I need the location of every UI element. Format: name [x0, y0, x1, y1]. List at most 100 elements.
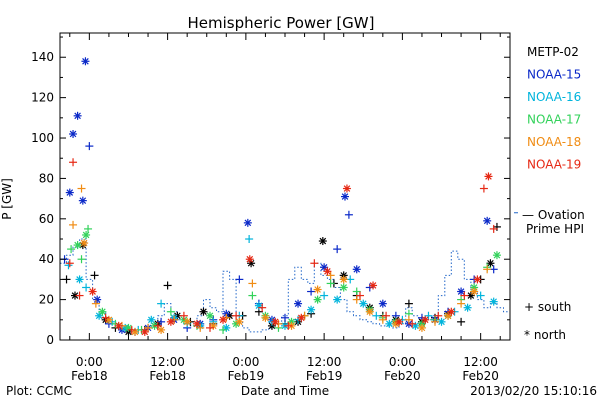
point-noaa-19-14	[232, 311, 241, 320]
point-noaa-18-21	[326, 271, 335, 280]
x-tick-date-4: Feb20	[384, 369, 421, 383]
point-noaa-17-5	[98, 307, 107, 316]
point-noaa-19-3	[88, 287, 97, 296]
chart-title: Hemispheric Power [GW]	[188, 14, 375, 32]
point-noaa-17-0	[67, 245, 76, 254]
point-noaa-19-23	[356, 291, 364, 300]
point-noaa-19-25	[382, 311, 391, 320]
point-noaa-16-21	[320, 291, 329, 300]
point-noaa-16-24	[359, 299, 368, 308]
marker-legend: + south * north	[524, 300, 571, 342]
point-noaa-16-25	[372, 311, 381, 320]
point-noaa-18-33	[483, 265, 492, 274]
y-tick-label-60: 60	[39, 212, 54, 226]
marker-legend-south: + south	[524, 300, 571, 314]
point-noaa-15-26	[333, 245, 342, 254]
point-noaa-16-34	[489, 297, 498, 306]
point-noaa-18-20	[313, 285, 322, 294]
point-noaa-18-29	[431, 317, 439, 326]
point-noaa-16-33	[476, 291, 485, 300]
marker-legend-north: * north	[524, 328, 566, 342]
point-noaa-19-32	[473, 275, 482, 284]
point-noaa-19-31	[460, 291, 469, 300]
ovation-legend: — Ovation Prime HPI	[522, 208, 585, 236]
point-noaa-15-7	[93, 295, 102, 304]
x-tick-time-3: 12:00	[307, 355, 342, 369]
point-noaa-19-0	[65, 259, 74, 268]
point-noaa-19-13	[219, 315, 228, 324]
point-noaa-19-28	[421, 315, 430, 324]
data-points	[60, 57, 501, 336]
point-noaa-19-19	[297, 313, 306, 322]
point-noaa-16-20	[307, 305, 316, 314]
y-tick-label-120: 120	[31, 91, 54, 105]
point-noaa-19-9	[166, 317, 175, 326]
point-noaa-17-24	[352, 287, 361, 296]
legend-entry-noaa-18: NOAA-18	[527, 135, 581, 149]
point-noaa-19-17	[271, 317, 280, 326]
ovation-legend-line1: — Ovation	[522, 208, 585, 222]
point-noaa-16-32	[463, 303, 472, 312]
point-noaa-15-5	[81, 57, 90, 66]
y-tick-label-20: 20	[39, 293, 54, 307]
point-metp-02-22	[318, 237, 327, 246]
x-tick-date-0: Feb18	[71, 369, 108, 383]
x-tick-time-4: 0:00	[389, 355, 416, 369]
point-noaa-15-6	[85, 142, 94, 151]
point-noaa-18-0	[69, 220, 78, 229]
x-tick-time-5: 12:00	[463, 355, 498, 369]
y-tick-label-140: 140	[31, 50, 54, 64]
point-noaa-19-7	[140, 327, 149, 336]
point-noaa-19-30	[447, 307, 456, 316]
x-tick-date-5: Feb20	[462, 369, 499, 383]
point-noaa-16-0	[64, 261, 73, 270]
point-noaa-15-2	[69, 129, 78, 138]
point-noaa-19-10	[179, 311, 188, 320]
x-tick-time-0: 0:00	[76, 355, 103, 369]
x-axis-label: Date and Time	[241, 384, 329, 398]
point-metp-02-9	[163, 281, 172, 290]
point-noaa-19-27	[408, 319, 417, 328]
point-noaa-15-1	[65, 188, 74, 197]
point-noaa-18-31	[457, 299, 466, 308]
point-noaa-18-23	[352, 295, 361, 304]
point-noaa-19-34	[484, 172, 493, 181]
y-tick-label-40: 40	[39, 252, 54, 266]
x-axis-ticks: 0:00Feb1812:00Feb180:00Feb1912:00Feb190:…	[69, 33, 501, 383]
point-noaa-19-33	[479, 184, 488, 193]
legend-entry-noaa-17: NOAA-17	[527, 113, 581, 127]
point-noaa-16-29	[424, 311, 433, 320]
point-noaa-19-4	[101, 313, 110, 322]
legend-entry-noaa-15: NOAA-15	[527, 68, 581, 82]
point-noaa-19-11	[192, 319, 201, 328]
point-noaa-18-2	[80, 239, 89, 248]
point-noaa-18-15	[248, 279, 257, 288]
point-noaa-19-20	[310, 259, 319, 268]
point-noaa-15-27	[341, 192, 349, 201]
point-noaa-17-14	[219, 325, 228, 334]
legend-entry-noaa-16: NOAA-16	[527, 90, 581, 104]
point-noaa-19-15	[245, 255, 254, 264]
x-tick-time-1: 12:00	[150, 355, 185, 369]
point-noaa-18-24	[365, 307, 374, 316]
point-noaa-18-1	[77, 184, 86, 193]
point-noaa-17-10	[166, 307, 175, 316]
point-noaa-18-7	[144, 323, 153, 332]
point-noaa-18-8	[157, 325, 166, 334]
x-tick-time-2: 0:00	[232, 355, 259, 369]
point-noaa-15-19	[243, 218, 252, 227]
point-noaa-18-27	[404, 315, 413, 324]
point-noaa-19-1	[69, 158, 78, 167]
point-noaa-16-7	[147, 315, 156, 324]
point-noaa-15-29	[352, 265, 361, 274]
point-noaa-15-28	[344, 210, 353, 219]
x-tick-date-3: Feb19	[306, 369, 343, 383]
legend-entry-metp-02: METP-02	[527, 45, 579, 59]
point-noaa-18-16	[261, 313, 270, 322]
point-noaa-15-12	[157, 317, 166, 326]
point-noaa-19-2	[75, 291, 84, 300]
ovation-legend-line2: Prime HPI	[526, 222, 584, 236]
point-noaa-15-37	[457, 287, 466, 296]
point-metp-02-36	[486, 259, 495, 268]
